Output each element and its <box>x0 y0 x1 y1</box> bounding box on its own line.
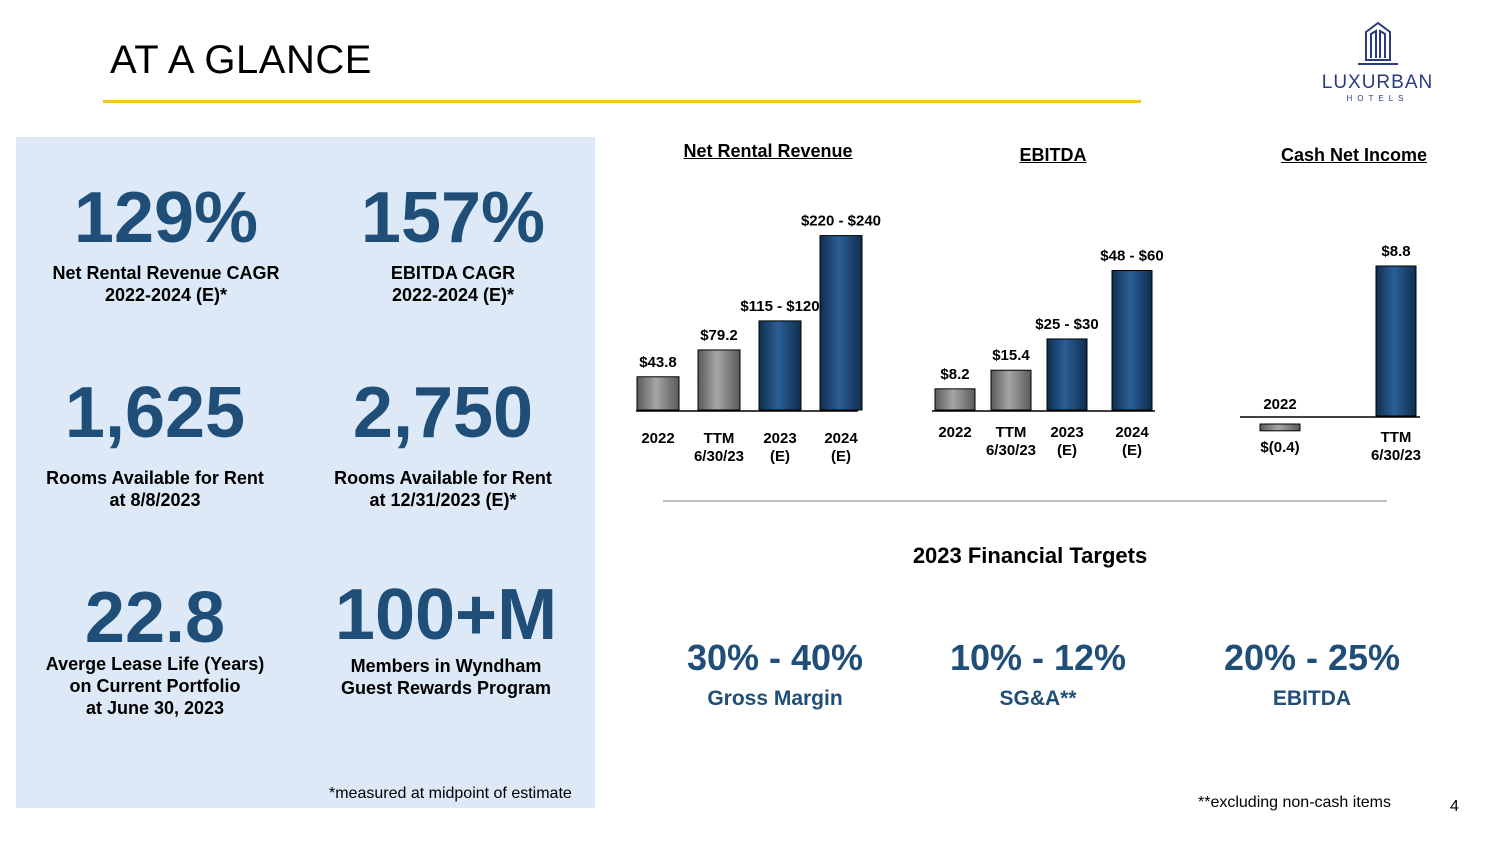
category-label: 2023 <box>1050 424 1083 441</box>
target-value: 20% - 25% <box>1223 637 1401 678</box>
data-label: $43.8 <box>639 354 677 371</box>
bar <box>819 235 863 411</box>
stat-label: Net Rental Revenue CAGR <box>52 263 280 283</box>
category-label: (E) <box>1122 442 1142 459</box>
page-title: AT A GLANCE <box>110 38 372 82</box>
target-gross-margin: 30% - 40% Gross Margin <box>645 638 905 712</box>
logo-subtitle: HOTELS <box>1346 94 1409 103</box>
data-label: $8.8 <box>1381 243 1410 260</box>
data-label: $(0.4) <box>1260 439 1299 456</box>
stat-label: at 8/8/2023 <box>109 490 201 510</box>
category-label: 2023 <box>763 430 796 447</box>
page-number: 4 <box>1450 798 1459 815</box>
bar <box>1259 423 1301 432</box>
target-label: SG&A** <box>999 687 1077 710</box>
estimate-footnote: *measured at midpoint of estimate <box>329 785 572 802</box>
category-label: 2022 <box>938 424 971 441</box>
data-label: $8.2 <box>940 366 969 383</box>
targets-title: 2023 Financial Targets <box>912 543 1148 568</box>
bar <box>697 349 741 411</box>
stat-value: 100+M <box>334 575 558 655</box>
data-label: $79.2 <box>700 327 738 344</box>
category-label: 2022 <box>1263 396 1296 413</box>
category-label: 2022 <box>641 430 674 447</box>
data-label: $220 - $240 <box>801 213 881 230</box>
building-logo-icon <box>1358 21 1398 65</box>
stat-value: 129% <box>73 178 259 258</box>
target-label: EBITDA <box>1272 687 1352 710</box>
target-label: Gross Margin <box>707 687 843 710</box>
category-label: (E) <box>1057 442 1077 459</box>
bar <box>1375 265 1417 417</box>
bar <box>758 320 802 411</box>
data-label: $115 - $120 <box>740 298 819 315</box>
target-sga: 10% - 12% SG&A** <box>908 638 1168 712</box>
stat-label: Members in Wyndham <box>350 656 542 676</box>
stat-value: 2,750 <box>352 373 534 453</box>
target-value: 10% - 12% <box>949 637 1127 678</box>
stat-label: Rooms Available for Rent <box>334 468 552 488</box>
chart-title-net-rental-revenue: Net Rental Revenue <box>683 141 853 161</box>
chart-title-cash-net-income: Cash Net Income <box>1280 145 1428 165</box>
stat-label: at 12/31/2023 (E)* <box>369 490 517 510</box>
stat-label: EBITDA CAGR <box>390 263 516 283</box>
bar <box>1111 270 1153 411</box>
stat-label: Averge Lease Life (Years) <box>45 654 265 674</box>
category-label: 2024 <box>1115 424 1149 441</box>
category-label: 6/30/23 <box>986 442 1036 459</box>
category-label: 6/30/23 <box>694 448 744 465</box>
stat-rooms-current: 1,625 Rooms Available for Rent at 8/8/20… <box>10 377 300 511</box>
stat-label: Guest Rewards Program <box>340 678 552 698</box>
stat-label: on Current Portfolio <box>69 676 241 696</box>
key-stats-panel: 129% Net Rental Revenue CAGR 2022-2024 (… <box>16 137 595 808</box>
category-label: 2024 <box>824 430 858 447</box>
category-label: 6/30/23 <box>1371 447 1421 464</box>
bar <box>636 376 680 411</box>
data-label: $48 - $60 <box>1100 248 1163 265</box>
stat-label: 2022-2024 (E)* <box>104 285 228 305</box>
logo-name: LUXURBAN <box>1321 72 1434 93</box>
bar <box>934 388 976 411</box>
stat-value: 22.8 <box>84 578 226 658</box>
data-label: $15.4 <box>992 347 1030 364</box>
data-label: $25 - $30 <box>1035 316 1098 333</box>
luxurban-logo: LUXURBAN HOTELS <box>1300 20 1455 105</box>
stat-rooms-yearend: 2,750 Rooms Available for Rent at 12/31/… <box>298 377 588 511</box>
stat-revenue-cagr: 129% Net Rental Revenue CAGR 2022-2024 (… <box>21 182 311 306</box>
stat-label: Rooms Available for Rent <box>46 468 264 488</box>
stat-value: 157% <box>360 178 546 258</box>
stat-ebitda-cagr: 157% EBITDA CAGR 2022-2024 (E)* <box>308 182 598 306</box>
section-divider <box>663 500 1387 502</box>
category-label: TTM <box>1381 429 1412 446</box>
category-label: (E) <box>831 448 851 465</box>
stat-wyndham-members: 100+M Members in Wyndham Guest Rewards P… <box>301 579 591 699</box>
non-cash-footnote: **excluding non-cash items <box>1198 794 1391 811</box>
category-label: TTM <box>996 424 1027 441</box>
stat-label: at June 30, 2023 <box>85 698 225 718</box>
stat-value: 1,625 <box>64 373 246 453</box>
target-ebitda: 20% - 25% EBITDA <box>1182 638 1442 712</box>
category-label: TTM <box>704 430 735 447</box>
chart-title-ebitda: EBITDA <box>1019 145 1087 165</box>
stat-lease-life: 22.8 Averge Lease Life (Years) on Curren… <box>10 582 300 719</box>
category-label: (E) <box>770 448 790 465</box>
bar <box>990 369 1032 411</box>
target-value: 30% - 40% <box>686 637 864 678</box>
stat-label: 2022-2024 (E)* <box>391 285 515 305</box>
bar <box>1046 338 1088 411</box>
title-underline <box>103 100 1141 103</box>
